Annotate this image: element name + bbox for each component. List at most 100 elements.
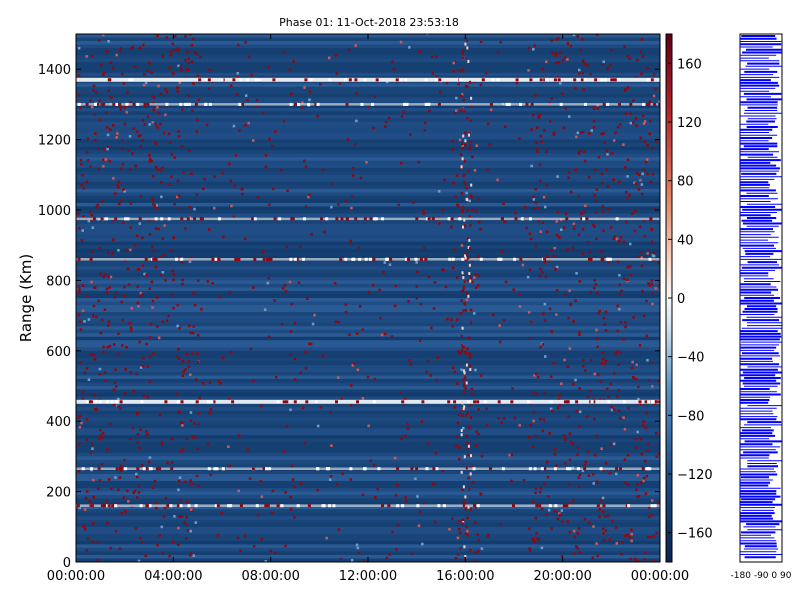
speckle bbox=[643, 314, 646, 317]
speckle bbox=[577, 195, 581, 198]
band-speckle bbox=[291, 217, 295, 221]
band-speckle bbox=[282, 400, 286, 404]
speckle bbox=[652, 251, 656, 255]
field-row bbox=[76, 118, 660, 123]
band-speckle bbox=[520, 217, 524, 221]
speckle bbox=[228, 397, 231, 401]
speckle bbox=[102, 345, 105, 349]
speckle bbox=[452, 266, 455, 269]
speckle bbox=[388, 553, 391, 556]
field-row bbox=[76, 509, 660, 514]
band-speckle bbox=[77, 257, 81, 261]
speckle bbox=[161, 320, 164, 324]
speckle bbox=[85, 367, 89, 370]
speckle bbox=[184, 35, 187, 38]
speckle bbox=[593, 372, 596, 376]
speckle bbox=[454, 109, 458, 112]
speckle bbox=[581, 130, 585, 134]
speckle bbox=[604, 461, 608, 465]
speckle bbox=[238, 434, 241, 437]
y-tick-label: 200 bbox=[46, 486, 71, 501]
speckle bbox=[468, 336, 471, 340]
column-speckle bbox=[460, 191, 463, 195]
speckle bbox=[612, 139, 616, 142]
speckle bbox=[264, 165, 268, 169]
band-speckle bbox=[646, 102, 650, 106]
speckle bbox=[307, 195, 310, 199]
column-speckle bbox=[461, 209, 464, 213]
speckle bbox=[119, 167, 123, 171]
field-row bbox=[76, 37, 660, 42]
speckle bbox=[457, 519, 461, 523]
band-speckle bbox=[105, 217, 109, 221]
band-speckle bbox=[204, 102, 208, 106]
speckle bbox=[112, 388, 116, 392]
column-speckle bbox=[467, 411, 470, 415]
band-speckle bbox=[215, 467, 219, 471]
band-speckle bbox=[497, 400, 501, 404]
speckle bbox=[543, 391, 546, 395]
speckle bbox=[118, 476, 122, 479]
speckle bbox=[645, 474, 649, 478]
speckle bbox=[284, 544, 287, 548]
band-speckle bbox=[405, 257, 408, 261]
speckle bbox=[568, 458, 572, 462]
speckle bbox=[574, 168, 577, 171]
band-speckle bbox=[176, 400, 180, 404]
speckle bbox=[443, 178, 446, 182]
speckle bbox=[564, 438, 567, 441]
speckle bbox=[190, 60, 194, 64]
speckle bbox=[572, 382, 575, 386]
speckle bbox=[560, 228, 563, 231]
speckle bbox=[89, 99, 92, 103]
field-row bbox=[76, 146, 660, 151]
speckle bbox=[633, 229, 637, 233]
band-speckle bbox=[332, 504, 336, 508]
white-band bbox=[76, 258, 660, 261]
speckle bbox=[335, 72, 339, 75]
speckle bbox=[338, 82, 342, 85]
speckle bbox=[624, 534, 627, 537]
speckle bbox=[344, 310, 348, 314]
speckle bbox=[373, 95, 377, 98]
speckle bbox=[486, 168, 490, 172]
speckle bbox=[160, 525, 163, 529]
speckle bbox=[134, 65, 137, 69]
speckle bbox=[531, 538, 535, 541]
band-speckle bbox=[221, 467, 225, 471]
speckle bbox=[456, 536, 460, 540]
colorbar-tick-label: 80 bbox=[677, 175, 694, 190]
speckle bbox=[467, 476, 470, 480]
speckle bbox=[427, 275, 431, 279]
speckle bbox=[450, 318, 453, 321]
speckle bbox=[458, 527, 461, 531]
band-speckle bbox=[302, 257, 305, 261]
field-row bbox=[76, 269, 660, 274]
field-row bbox=[76, 111, 660, 116]
speckle bbox=[321, 168, 325, 172]
speckle bbox=[319, 405, 323, 409]
speckle bbox=[628, 57, 632, 60]
speckle bbox=[620, 289, 623, 293]
band-speckle bbox=[296, 400, 299, 404]
speckle bbox=[497, 416, 500, 420]
speckle bbox=[90, 280, 93, 284]
field-row bbox=[76, 505, 660, 510]
speckle bbox=[95, 91, 98, 94]
speckle bbox=[190, 552, 193, 556]
speckle bbox=[577, 446, 580, 450]
speckle bbox=[274, 375, 278, 379]
band-speckle bbox=[499, 257, 503, 261]
band-speckle bbox=[81, 467, 85, 471]
field-row bbox=[76, 86, 660, 91]
speckle bbox=[474, 368, 477, 372]
band-speckle bbox=[549, 400, 553, 404]
speckle bbox=[86, 137, 89, 141]
field-row bbox=[76, 227, 660, 232]
speckle bbox=[642, 219, 646, 222]
speckle bbox=[574, 378, 577, 382]
speckle bbox=[85, 438, 88, 441]
speckle bbox=[393, 304, 397, 308]
speckle bbox=[129, 371, 132, 374]
speckle bbox=[617, 240, 621, 243]
